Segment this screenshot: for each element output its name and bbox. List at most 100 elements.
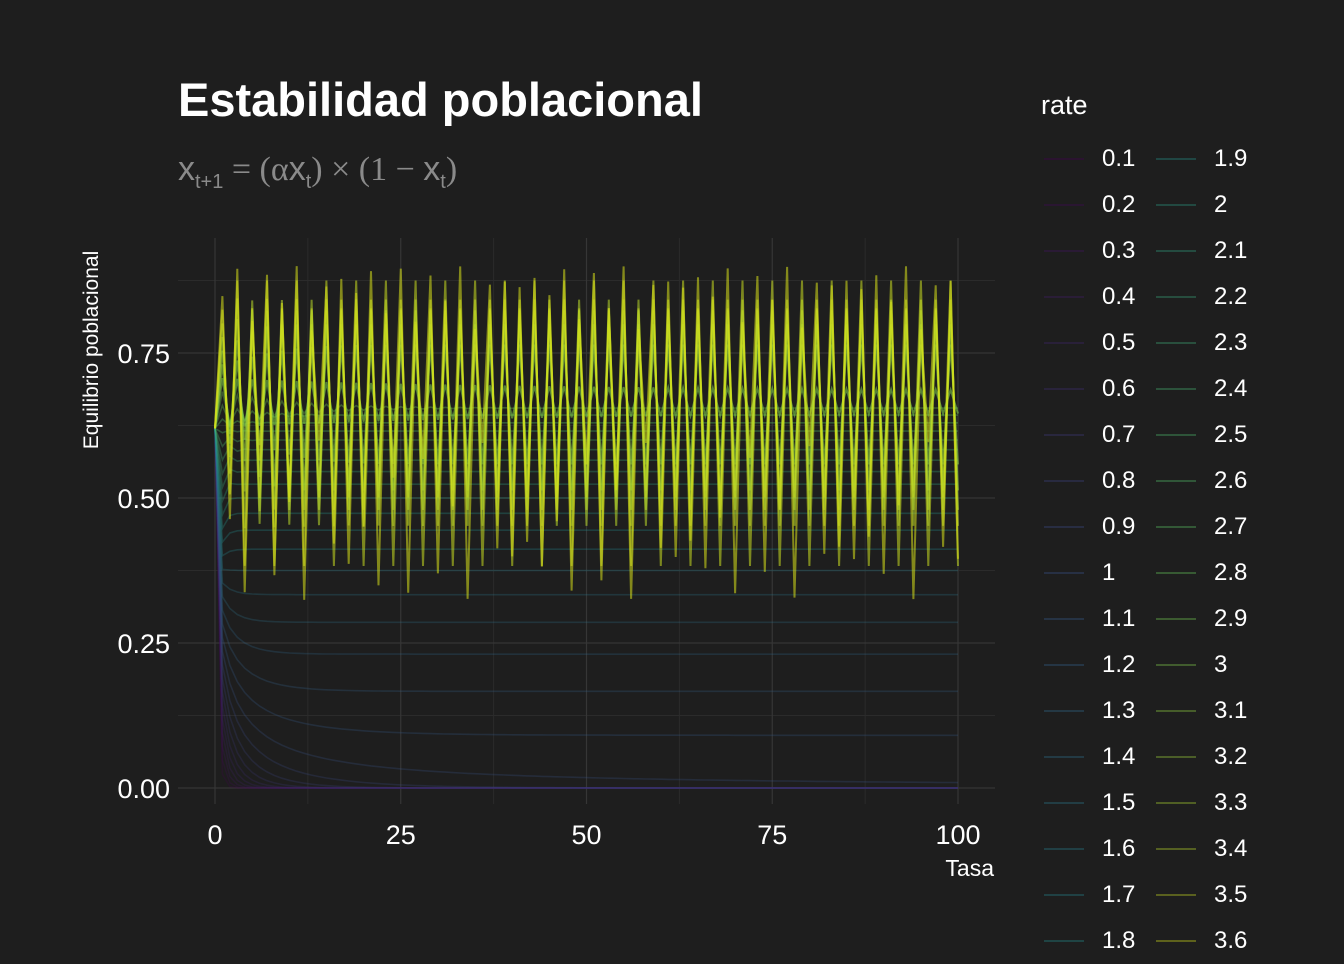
legend-item: 2.2 xyxy=(1156,274,1247,320)
formula-sub2: t xyxy=(440,171,446,193)
chart-title: Estabilidad poblacional xyxy=(178,73,703,126)
legend-label: 1.1 xyxy=(1102,605,1136,632)
legend-label: 1.2 xyxy=(1102,651,1136,678)
legend-label: 1.6 xyxy=(1102,835,1136,862)
legend-label: 3.5 xyxy=(1214,881,1248,908)
legend-item: 0.5 xyxy=(1044,320,1135,366)
formula-eq: = xyxy=(231,151,252,188)
legend-key xyxy=(1156,388,1196,390)
series-line-1.3 xyxy=(214,428,958,656)
legend-label: 1.5 xyxy=(1102,789,1136,816)
legend-label: 2 xyxy=(1214,191,1228,218)
legend-key xyxy=(1156,940,1196,942)
legend-item: 3 xyxy=(1156,642,1227,688)
legend-key xyxy=(1156,250,1196,252)
series-line-0.7 xyxy=(214,428,958,789)
legend-label: 2.3 xyxy=(1214,329,1248,356)
legend-item: 0.4 xyxy=(1044,274,1135,320)
legend-label: 2.8 xyxy=(1214,559,1248,586)
legend-label: 0.5 xyxy=(1102,329,1136,356)
formula-open2: ( xyxy=(358,151,371,188)
legend-item: 3.5 xyxy=(1156,872,1247,918)
legend-key xyxy=(1156,434,1196,436)
formula-alpha: α xyxy=(270,151,289,188)
legend-key xyxy=(1156,802,1196,804)
x-tick-label: 25 xyxy=(386,820,416,850)
legend-item: 3.3 xyxy=(1156,780,1247,826)
legend-label: 3.6 xyxy=(1214,927,1248,954)
legend-key xyxy=(1156,480,1196,482)
legend-key xyxy=(1156,204,1196,206)
formula-close1: ) xyxy=(311,151,323,188)
legend-key xyxy=(1044,296,1084,298)
legend-label: 0.6 xyxy=(1102,375,1136,402)
legend-key xyxy=(1044,940,1084,942)
legend-label: 0.1 xyxy=(1102,145,1136,172)
legend-label: 2.1 xyxy=(1214,237,1248,264)
legend-item: 2.9 xyxy=(1156,596,1247,642)
legend-label: 3.2 xyxy=(1214,743,1248,770)
formula-times: × xyxy=(331,151,351,188)
y-tick-label: 0.50 xyxy=(117,484,170,514)
legend-label: 1.7 xyxy=(1102,881,1136,908)
legend-item: 1.9 xyxy=(1156,136,1247,182)
legend-key xyxy=(1044,434,1084,436)
legend-item: 3.6 xyxy=(1156,918,1247,964)
legend-item: 0.9 xyxy=(1044,504,1135,550)
legend-key xyxy=(1156,158,1196,160)
series-line-0.5 xyxy=(214,428,958,789)
y-tick-label: 0.25 xyxy=(117,629,170,659)
series-line-0.8 xyxy=(214,428,958,789)
legend-key xyxy=(1156,894,1196,896)
legend-key xyxy=(1044,756,1084,758)
legend-label: 2.9 xyxy=(1214,605,1248,632)
legend-key xyxy=(1044,158,1084,160)
legend-item: 1.1 xyxy=(1044,596,1135,642)
legend-label: 2.2 xyxy=(1214,283,1248,310)
legend-item: 1.5 xyxy=(1044,780,1135,826)
legend-item: 1.6 xyxy=(1044,826,1135,872)
x-axis-label: Tasa xyxy=(945,855,994,881)
legend-item: 1.8 xyxy=(1044,918,1135,964)
legend-item: 1.3 xyxy=(1044,688,1135,734)
legend-item: 1 xyxy=(1044,550,1115,596)
formula-lhs-sub: t+1 xyxy=(195,171,224,193)
legend-item: 0.1 xyxy=(1044,136,1135,182)
legend-label: 0.4 xyxy=(1102,283,1136,310)
legend-key xyxy=(1156,618,1196,620)
legend-item: 2.1 xyxy=(1156,228,1247,274)
legend-key xyxy=(1044,664,1084,666)
legend-key xyxy=(1044,802,1084,804)
legend-item: 1.2 xyxy=(1044,642,1135,688)
legend-key xyxy=(1044,388,1084,390)
legend-title: rate xyxy=(1041,90,1088,120)
formula-sub1: t xyxy=(305,171,312,193)
legend-key xyxy=(1044,526,1084,528)
legend-item: 0.3 xyxy=(1044,228,1135,274)
legend-item: 1.4 xyxy=(1044,734,1135,780)
y-tick-label: 0.00 xyxy=(117,774,170,804)
legend-item: 2.5 xyxy=(1156,412,1247,458)
legend-item: 0.7 xyxy=(1044,412,1135,458)
x-tick-label: 100 xyxy=(935,820,980,850)
legend-key xyxy=(1044,204,1084,206)
legend-label: 2.5 xyxy=(1214,421,1248,448)
legend-label: 3.4 xyxy=(1214,835,1248,862)
series-line-1 xyxy=(214,428,959,784)
legend-item: 0.2 xyxy=(1044,182,1135,228)
legend-key xyxy=(1156,710,1196,712)
legend-label: 1.9 xyxy=(1214,145,1248,172)
legend-label: 2.7 xyxy=(1214,513,1248,540)
series-line-1.5 xyxy=(214,428,958,596)
legend-key xyxy=(1044,848,1084,850)
series-line-1.4 xyxy=(214,428,958,624)
y-tick-label: 0.75 xyxy=(117,339,170,369)
series-line-3.6 xyxy=(214,266,959,600)
legend-label: 1 xyxy=(1102,559,1116,586)
legend-item: 2 xyxy=(1156,182,1227,228)
legend-key xyxy=(1156,756,1196,758)
legend-key xyxy=(1044,618,1084,620)
formula-open1: ( xyxy=(259,151,271,188)
legend-label: 1.8 xyxy=(1102,927,1136,954)
